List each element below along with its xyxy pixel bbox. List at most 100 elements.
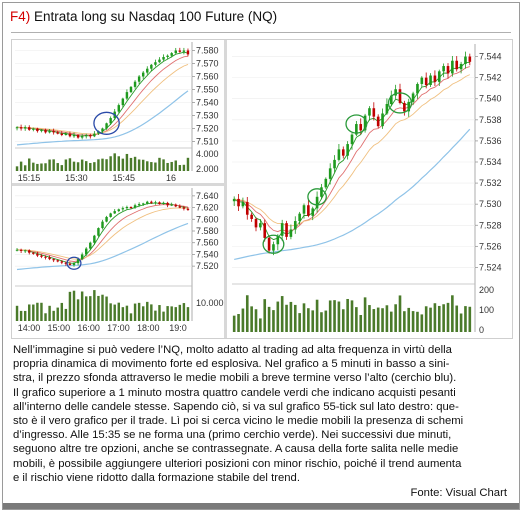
candle-body xyxy=(411,93,415,102)
candle-body xyxy=(267,237,271,251)
candle-body xyxy=(93,133,96,137)
volume-bar xyxy=(60,302,64,321)
volume-bar xyxy=(89,162,92,171)
candle-body xyxy=(105,123,108,129)
y-tick-label: 7.536 xyxy=(479,136,502,146)
moving-average-line xyxy=(16,63,189,135)
candle-body xyxy=(72,263,76,265)
y-tick-label: 7.544 xyxy=(479,52,502,62)
volume-bar xyxy=(48,305,51,321)
volume-bar xyxy=(23,310,27,321)
candle-body xyxy=(346,144,349,156)
volume-bar xyxy=(89,296,92,321)
volume-bar xyxy=(19,161,23,171)
volume-bar xyxy=(23,165,27,171)
candle-body xyxy=(121,208,125,210)
candle-body xyxy=(141,203,145,205)
y-tick-label: 7.524 xyxy=(479,262,502,272)
volume-bar xyxy=(154,162,157,171)
candle-body xyxy=(464,56,467,64)
volume-bar xyxy=(133,303,137,321)
volume-bar xyxy=(298,313,301,332)
volume-tick-label: 2.000 xyxy=(196,164,219,174)
candle-body xyxy=(32,252,35,254)
x-tick-label: 15:00 xyxy=(48,323,71,333)
candle-body xyxy=(64,133,68,135)
volume-bar xyxy=(125,153,129,171)
y-tick-label: 7.560 xyxy=(196,238,219,248)
candle-body xyxy=(245,202,249,215)
annotation-circle xyxy=(307,188,327,206)
volume-bar xyxy=(141,159,145,171)
candle-body xyxy=(178,206,182,208)
volume-bar xyxy=(350,300,354,332)
moving-average-line xyxy=(16,90,189,146)
candle-body xyxy=(28,127,31,130)
volume-bar xyxy=(85,296,88,321)
volume-bar xyxy=(433,303,437,332)
volume-bar xyxy=(40,163,43,171)
candle-body xyxy=(158,202,161,205)
candle-body xyxy=(68,263,72,265)
candle-body xyxy=(89,242,92,249)
volume-bar xyxy=(40,302,43,321)
volume-bar xyxy=(28,304,31,321)
candle-body xyxy=(56,132,59,134)
y-tick-label: 7.580 xyxy=(196,46,219,56)
volume-bar xyxy=(372,309,376,332)
candle-body xyxy=(170,204,173,206)
candle-body xyxy=(129,86,133,93)
volume-bar xyxy=(72,161,76,171)
bottom-bar xyxy=(3,503,519,509)
candle-body xyxy=(125,206,129,209)
candle-body xyxy=(60,133,64,135)
candle-body xyxy=(52,131,55,133)
volume-bar xyxy=(403,311,406,332)
volume-tick-label: 10.000 xyxy=(196,298,224,308)
volume-bar xyxy=(381,308,384,332)
volume-bar xyxy=(285,304,288,332)
candle-body xyxy=(56,260,59,262)
volume-bar xyxy=(468,306,472,332)
x-tick-label: 16:00 xyxy=(77,323,100,333)
annotation-circle xyxy=(262,234,285,254)
volume-bar xyxy=(129,313,133,321)
y-tick-label: 7.570 xyxy=(196,59,219,69)
x-tick-label: 15:30 xyxy=(65,173,88,183)
volume-bar xyxy=(320,312,323,332)
y-tick-label: 7.620 xyxy=(196,203,219,213)
candle-body xyxy=(416,83,419,94)
candle-body xyxy=(93,235,96,243)
candle-body xyxy=(85,135,88,137)
volume-bar xyxy=(141,306,145,321)
volume-bar xyxy=(60,165,64,171)
candle-body xyxy=(241,202,245,207)
volume-bar xyxy=(455,305,459,332)
moving-average-line xyxy=(16,204,189,262)
y-tick-label: 7.542 xyxy=(479,73,502,83)
volume-bar xyxy=(93,290,96,321)
volume-bar xyxy=(394,304,397,332)
candle-body xyxy=(178,50,182,52)
candle-body xyxy=(302,205,306,214)
candle-body xyxy=(328,168,332,179)
volume-bar xyxy=(416,311,419,332)
caption-body: Nell’immagine si può vedere l’NQ, molto … xyxy=(13,343,513,485)
moving-average-line xyxy=(16,222,189,271)
y-tick-label: 7.520 xyxy=(196,124,219,134)
candle-body xyxy=(125,92,129,99)
volume-bar xyxy=(154,310,157,321)
candle-body xyxy=(15,127,19,129)
candle-body xyxy=(186,50,190,55)
candle-body xyxy=(36,128,39,132)
candle-body xyxy=(85,248,88,255)
y-tick-label: 7.510 xyxy=(196,137,219,147)
volume-bar xyxy=(437,305,441,332)
volume-bar xyxy=(333,300,336,332)
volume-bar xyxy=(19,310,23,321)
volume-bar xyxy=(121,307,125,321)
volume-bar xyxy=(105,159,108,171)
volume-bar xyxy=(464,306,467,332)
figure-title-text: Entrata long su Nasdaq 100 Future (NQ) xyxy=(34,9,278,24)
volume-bar xyxy=(232,315,236,332)
